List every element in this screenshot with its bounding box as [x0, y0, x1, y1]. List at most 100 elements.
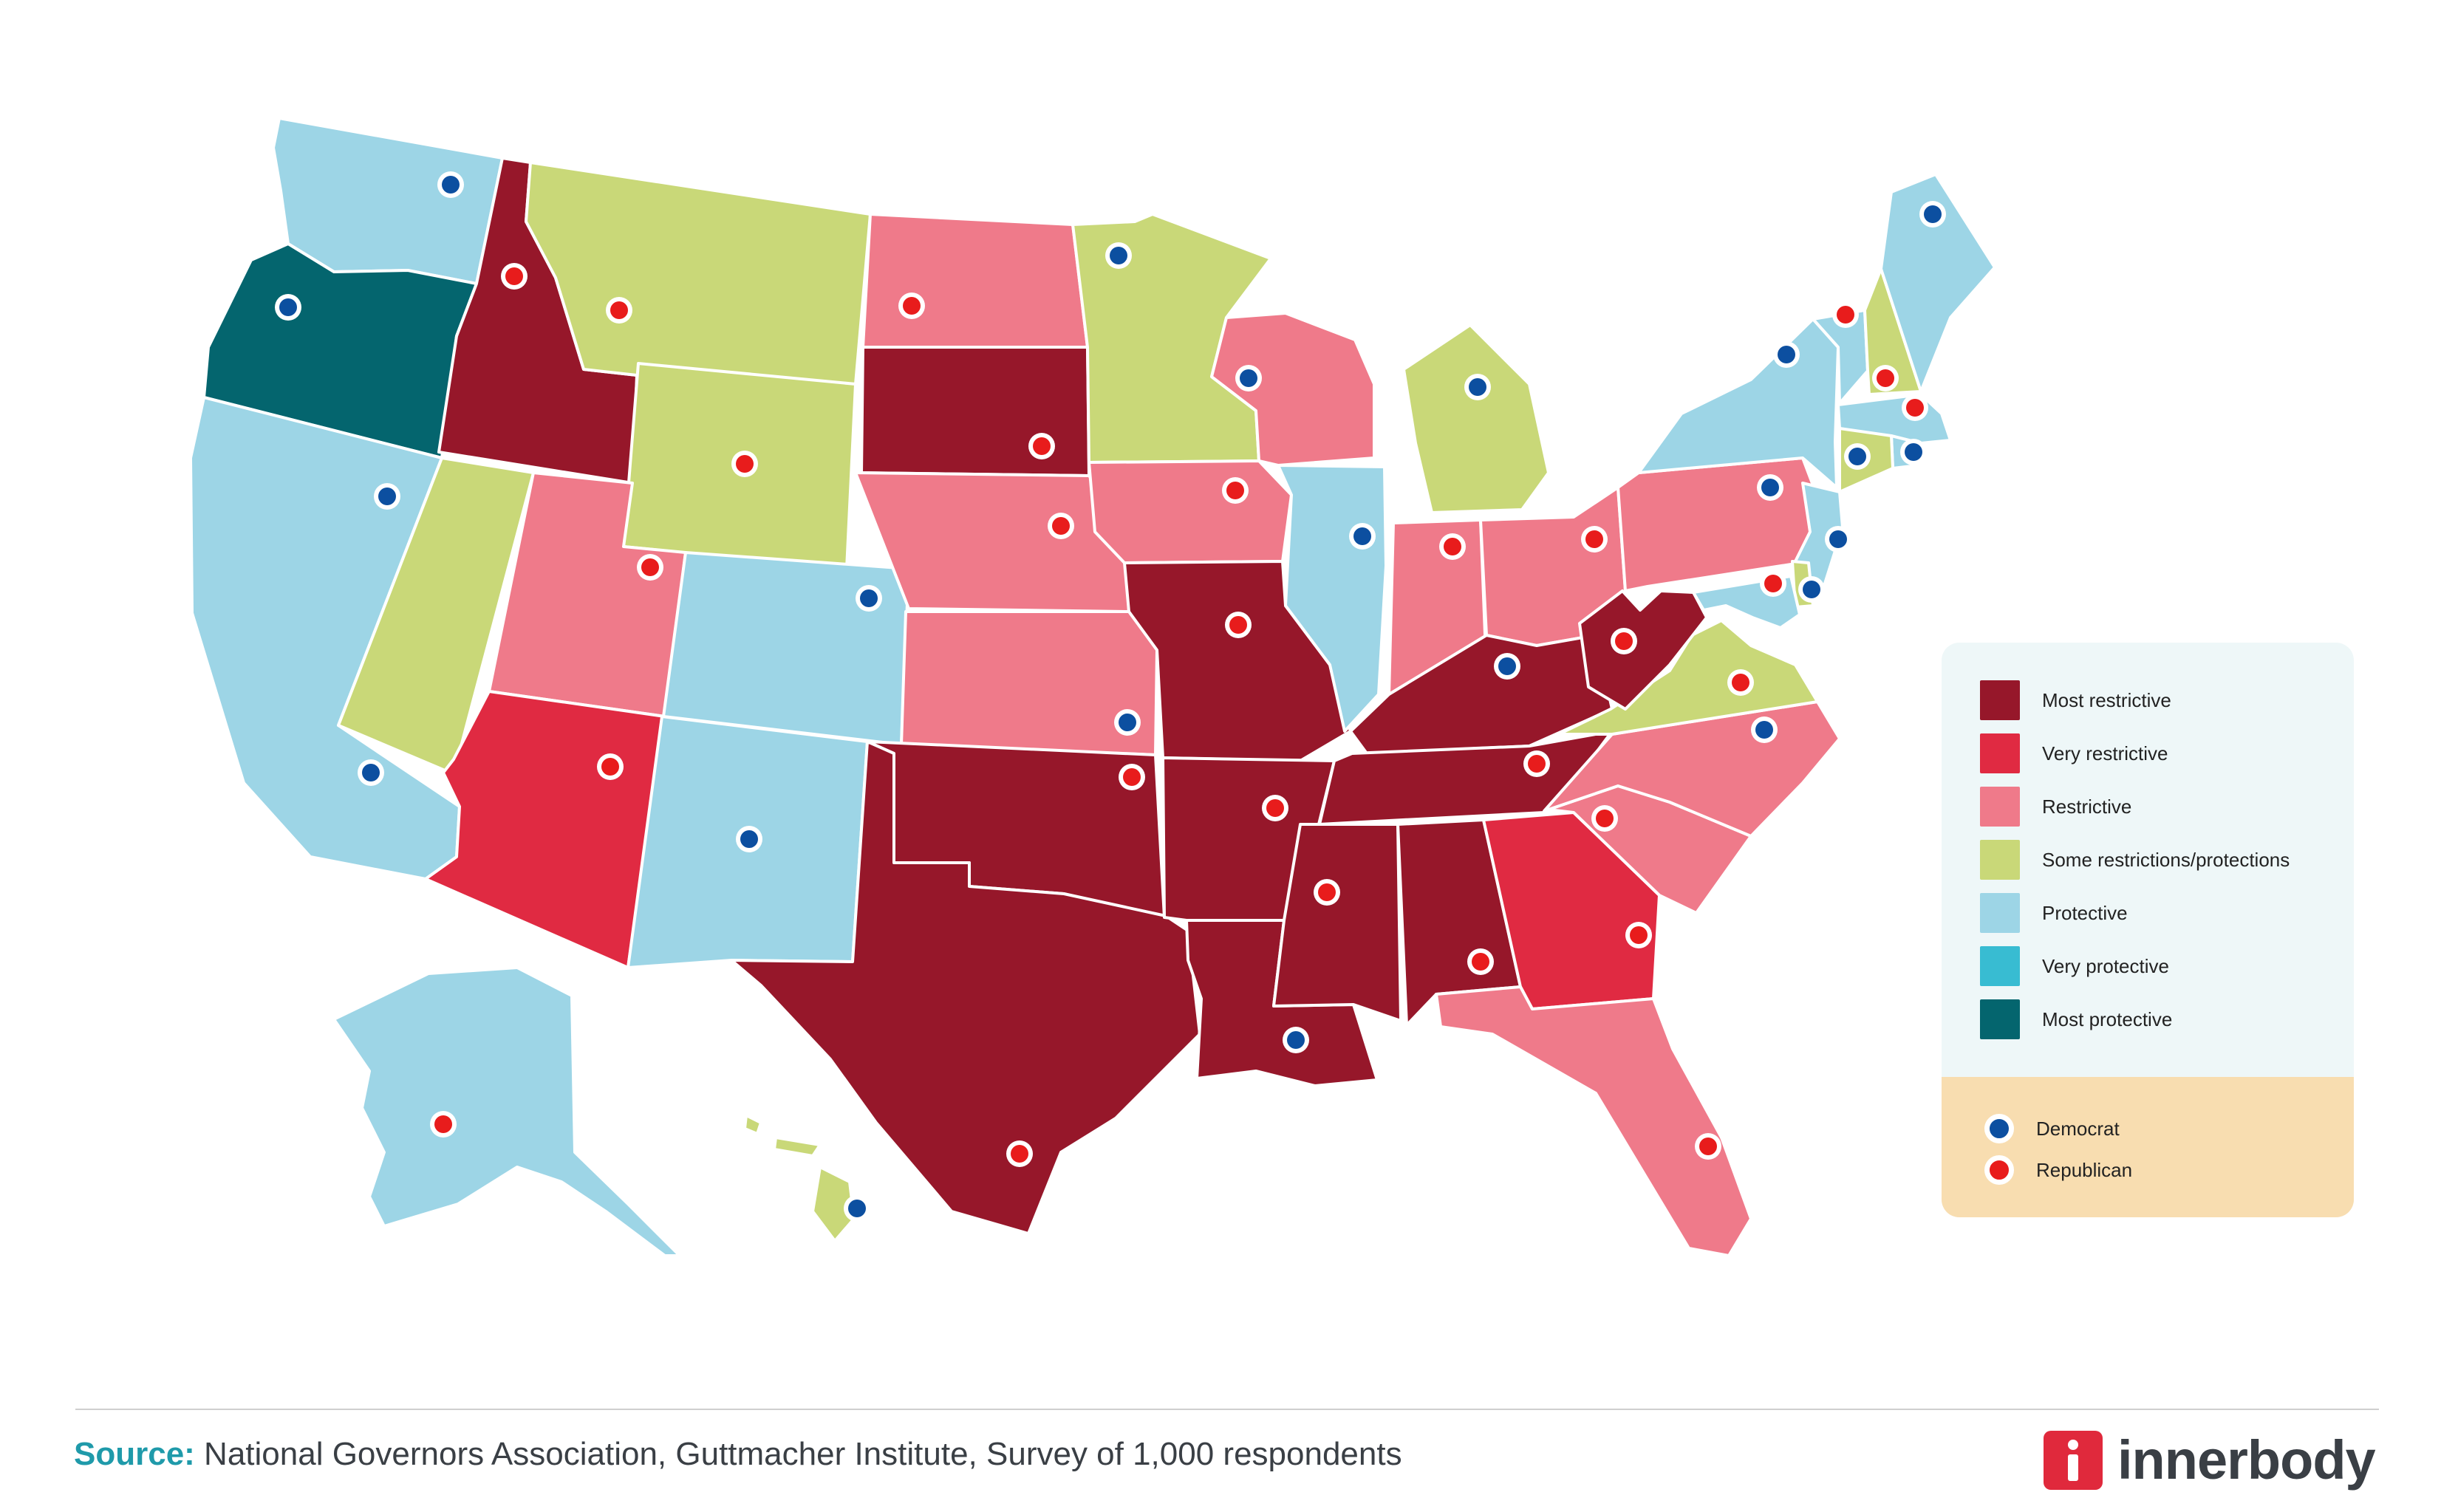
- state-ia: [1088, 459, 1293, 564]
- footer-divider: [75, 1409, 2379, 1410]
- governor-dot-ny: [1773, 341, 1800, 368]
- governor-dot-ks: [1114, 709, 1141, 736]
- innerbody-mark-icon: [2044, 1430, 2103, 1490]
- state-mi: [1402, 324, 1550, 514]
- governor-dot-ca: [358, 759, 384, 786]
- governor-dot-md: [1760, 570, 1786, 597]
- legend-label: Very protective: [2042, 954, 2169, 977]
- state-nh: [1863, 267, 1922, 396]
- governor-dot-ri: [1900, 439, 1927, 465]
- governor-dot-va: [1727, 669, 1754, 696]
- source-note: Source: National Governors Association, …: [74, 1436, 1402, 1473]
- legend-item-republican: Republican: [1980, 1151, 2132, 1189]
- legend-swatch: [1980, 840, 2020, 880]
- governor-dot-ut: [637, 554, 663, 581]
- legend-item-some: Some restrictions/protections: [1980, 840, 2290, 880]
- legend-item-most-restrictive: Most restrictive: [1980, 680, 2171, 720]
- governor-dot-mo: [1225, 612, 1252, 638]
- state-co: [662, 551, 910, 746]
- legend-swatch: [1980, 680, 2020, 720]
- legend-panel: Most restrictive Very restrictive Restrict…: [1942, 643, 2354, 1217]
- legend-item-protective: Protective: [1980, 893, 2128, 933]
- legend-label: Restrictive: [2042, 795, 2132, 818]
- legend-item-restrictive: Restrictive: [1980, 787, 2132, 827]
- governor-dot-ct: [1844, 443, 1871, 470]
- legend-swatch: [1980, 893, 2020, 933]
- state-hi: [773, 1136, 822, 1157]
- party-legend: Democrat Republican: [1942, 1077, 2354, 1217]
- governor-dot-wi: [1235, 365, 1262, 391]
- governor-dot-in: [1439, 533, 1466, 560]
- party-dot-icon: [1984, 1114, 2014, 1143]
- legend-label: Democrat: [2036, 1117, 2120, 1140]
- us-state-map: [189, 117, 1996, 1257]
- legend-label: Protective: [2042, 901, 2128, 924]
- state-ny: [1637, 318, 1840, 489]
- governor-dot-nd: [898, 293, 925, 319]
- governor-dot-nc: [1751, 716, 1778, 743]
- state-hi: [743, 1114, 762, 1135]
- governor-dot-fl: [1695, 1133, 1721, 1160]
- legend-swatch: [1980, 787, 2020, 827]
- governor-dot-wa: [437, 171, 464, 198]
- governor-dot-nj: [1825, 526, 1851, 553]
- state-wi: [1210, 312, 1376, 467]
- legend-label: Most restrictive: [2042, 688, 2171, 711]
- legend-swatch: [1980, 999, 2020, 1039]
- governor-dot-tx: [1006, 1140, 1033, 1167]
- state-fl: [1435, 985, 1752, 1257]
- governor-dot-ne: [1048, 513, 1074, 539]
- brand-logo: innerbody: [2044, 1429, 2376, 1491]
- state-ak: [332, 966, 681, 1257]
- legend-item-democrat: Democrat: [1980, 1109, 2120, 1148]
- governor-dot-il: [1349, 523, 1376, 550]
- state-ks: [900, 610, 1158, 756]
- governor-dot-vt: [1832, 301, 1859, 328]
- category-legend: Most restrictive Very restrictive Restrict…: [1942, 643, 2354, 1077]
- governor-dot-wv: [1611, 628, 1637, 654]
- governor-dot-tn: [1523, 750, 1550, 777]
- governor-dot-sd: [1028, 433, 1055, 459]
- governor-dot-la: [1283, 1027, 1309, 1053]
- state-nd: [861, 213, 1089, 349]
- state-mo: [1123, 560, 1352, 762]
- governor-dot-nh: [1872, 365, 1899, 391]
- governor-dot-ms: [1314, 879, 1340, 906]
- brand-name: innerbody: [2117, 1429, 2376, 1491]
- governor-dot-pa: [1757, 474, 1783, 501]
- legend-label: Republican: [2036, 1158, 2133, 1181]
- legend-label: Very restrictive: [2042, 742, 2168, 764]
- governor-dot-ia: [1222, 477, 1249, 504]
- governor-dot-nv: [374, 483, 400, 510]
- governor-dot-de: [1798, 576, 1825, 603]
- legend-label: Most protective: [2042, 1008, 2173, 1030]
- governor-dot-ky: [1494, 653, 1520, 680]
- legend-item-very-restrictive: Very restrictive: [1980, 733, 2168, 773]
- governor-dot-mn: [1105, 242, 1132, 269]
- governor-dot-ar: [1262, 795, 1288, 821]
- governor-dot-co: [856, 585, 882, 612]
- governor-dot-ga: [1625, 922, 1652, 948]
- legend-label: Some restrictions/protections: [2042, 848, 2290, 871]
- state-tx: [730, 740, 1201, 1235]
- state-hi: [811, 1166, 856, 1242]
- governor-dot-wy: [731, 451, 758, 477]
- governor-dot-oh: [1581, 526, 1608, 553]
- state-mt: [525, 161, 872, 386]
- governor-dot-or: [275, 294, 301, 321]
- governor-dot-ok: [1119, 764, 1145, 790]
- legend-swatch: [1980, 946, 2020, 986]
- legend-item-most-protective: Most protective: [1980, 999, 2173, 1039]
- governor-dot-id: [501, 263, 528, 290]
- source-text: National Governors Association, Guttmach…: [194, 1436, 1402, 1472]
- state-sd: [860, 346, 1090, 477]
- party-dot-icon: [1984, 1155, 2014, 1185]
- source-key: Source:: [74, 1436, 195, 1472]
- governor-dot-hi: [844, 1195, 870, 1222]
- legend-item-very-protective: Very protective: [1980, 946, 2169, 986]
- governor-dot-az: [597, 753, 624, 780]
- state-me: [1880, 173, 1996, 393]
- governor-dot-mt: [606, 297, 632, 324]
- governor-dot-mi: [1464, 374, 1491, 400]
- governor-dot-nm: [736, 826, 762, 852]
